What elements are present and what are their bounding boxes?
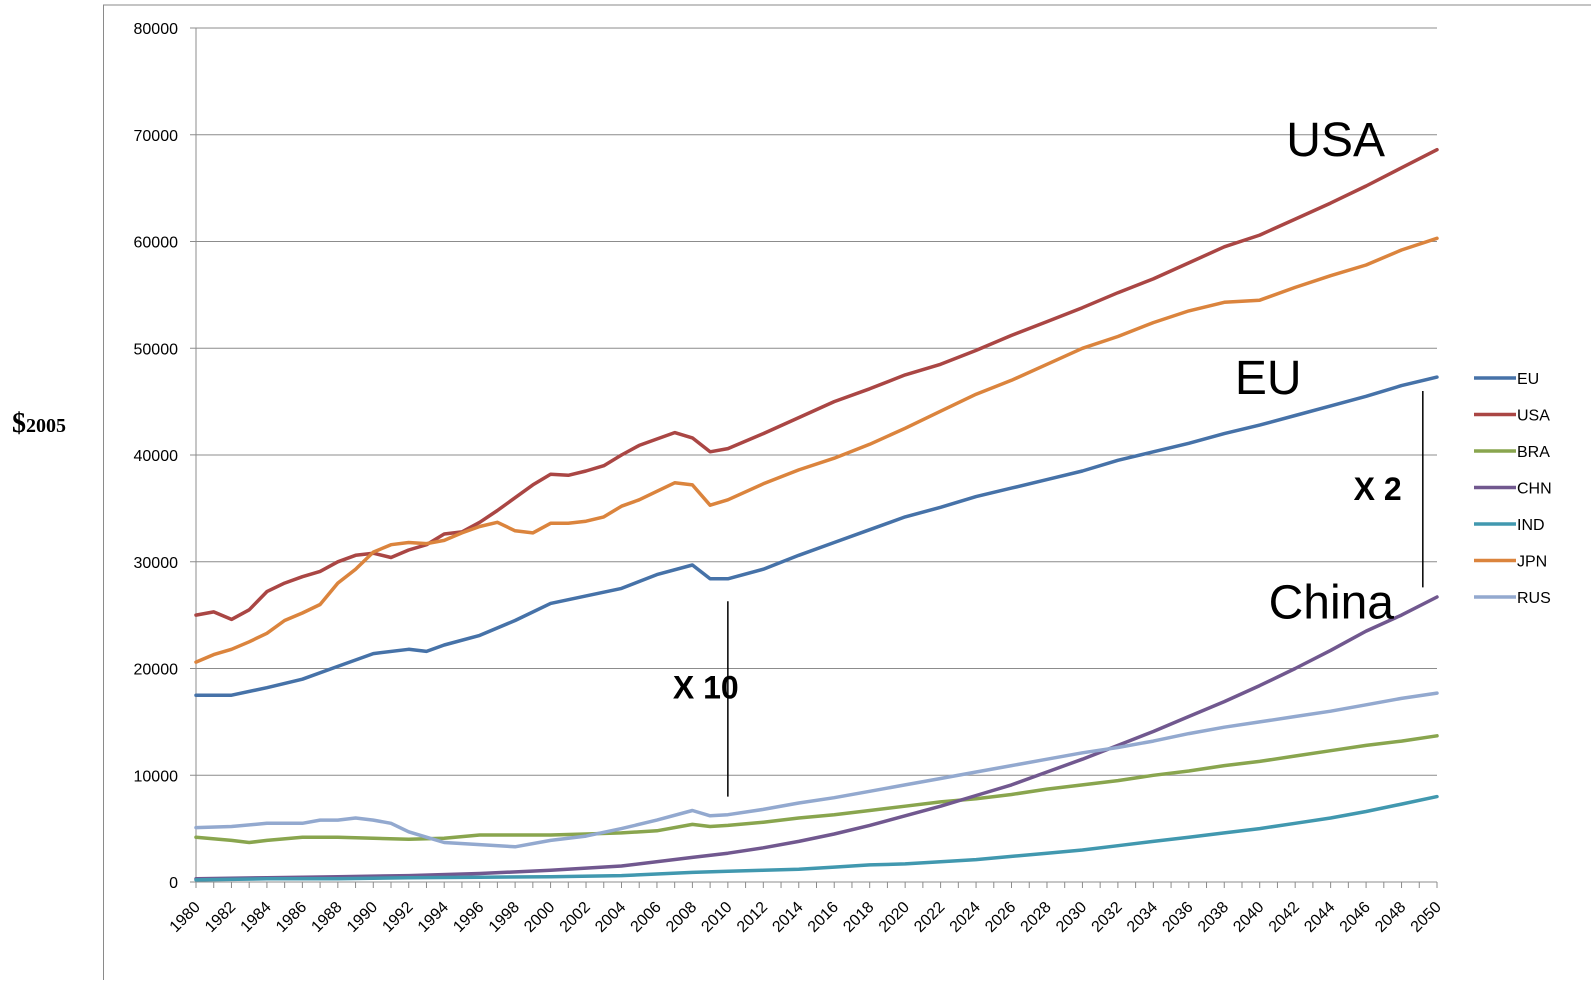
x-tick-label: 2024 <box>947 899 984 936</box>
x-tick-label: 2020 <box>876 899 913 936</box>
x-tick-label: 2008 <box>663 899 700 936</box>
x-tick-label: 1998 <box>486 899 523 936</box>
x-tick-label: 2032 <box>1089 899 1126 936</box>
x-tick-labels: 1980198219841986198819901992199419961998… <box>167 899 1445 936</box>
x-tick-label: 2010 <box>698 899 735 936</box>
x-tick-label: 1990 <box>344 899 381 936</box>
x-tick-label: 1984 <box>238 899 275 936</box>
x-tick-label: 2022 <box>911 899 948 936</box>
y-axis-label-year: 2005 <box>26 415 66 437</box>
series-line-ind <box>194 794 1439 882</box>
annotation-x-10: X 10 <box>673 669 739 705</box>
x-tick-label: 2038 <box>1195 899 1232 936</box>
annotation-usa: USA <box>1286 114 1385 167</box>
legend-label-usa: USA <box>1517 408 1550 425</box>
y-axis-label: $2005 <box>12 408 66 440</box>
reference-lines <box>727 390 1424 797</box>
series-line-rus <box>194 691 1439 849</box>
x-tick-label: 1980 <box>167 899 204 936</box>
annotation-eu: EU <box>1235 352 1302 405</box>
annotations: USA EU China X 10 X 2 <box>673 114 1402 705</box>
x-tick-label: 2000 <box>521 899 558 936</box>
legend-label-jpn: JPN <box>1517 554 1547 571</box>
gridlines <box>196 27 1437 776</box>
x-tick-label: 2002 <box>557 899 594 936</box>
series-line-usa <box>194 147 1439 622</box>
series-line-chn <box>194 595 1439 881</box>
x-tick-label: 2018 <box>840 899 877 936</box>
x-tick-label: 2044 <box>1301 899 1338 936</box>
y-tick-label: 50000 <box>134 341 179 358</box>
x-tick-label: 1988 <box>308 899 345 936</box>
legend-label-chn: CHN <box>1517 481 1552 498</box>
x-tick-label: 2036 <box>1159 899 1196 936</box>
axes <box>190 27 1438 888</box>
x-tick-label: 1994 <box>415 899 452 936</box>
series-line-eu <box>194 375 1439 697</box>
legend: EU USA BRA CHN IND JPN RUS <box>1474 371 1552 607</box>
x-tick-label: 2014 <box>769 899 806 936</box>
y-tick-label: 10000 <box>134 768 179 785</box>
x-tick-label: 2050 <box>1408 899 1445 936</box>
x-tick-label: 1996 <box>450 899 487 936</box>
y-tick-label: 30000 <box>134 555 179 572</box>
y-tick-label: 40000 <box>134 448 179 465</box>
x-tick-label: 2040 <box>1230 899 1267 936</box>
x-tick-label: 2028 <box>1018 899 1055 936</box>
y-tick-label: 60000 <box>134 235 179 252</box>
legend-label-bra: BRA <box>1517 444 1550 461</box>
y-axis-label-currency: $ <box>12 408 26 439</box>
legend-label-rus: RUS <box>1517 590 1551 607</box>
y-tick-label: 20000 <box>134 662 179 679</box>
y-tick-label: 80000 <box>134 21 179 38</box>
series-line-bra <box>194 734 1439 845</box>
x-tick-label: 1986 <box>273 899 310 936</box>
annotation-x-2: X 2 <box>1354 471 1402 507</box>
legend-label-eu: EU <box>1517 371 1539 388</box>
x-tick-label: 2006 <box>628 899 665 936</box>
x-tick-label: 2026 <box>982 899 1019 936</box>
series-line-jpn <box>194 236 1439 664</box>
x-tick-label: 1992 <box>379 899 416 936</box>
legend-label-ind: IND <box>1517 517 1545 534</box>
y-tick-labels: 0 10000 20000 30000 40000 50000 60000 70000 8000… <box>134 21 179 892</box>
annotation-china: China <box>1269 576 1395 629</box>
x-tick-label: 2046 <box>1337 899 1374 936</box>
x-tick-label: 2048 <box>1372 899 1409 936</box>
x-tick-label: 2042 <box>1266 899 1303 936</box>
y-tick-label: 0 <box>169 875 178 892</box>
x-tick-label: 2016 <box>805 899 842 936</box>
series-lines <box>194 147 1439 882</box>
x-tick-label: 2030 <box>1053 899 1090 936</box>
x-tick-label: 1982 <box>202 899 239 936</box>
y-tick-label: 70000 <box>134 128 179 145</box>
x-tick-label: 2004 <box>592 899 629 936</box>
x-tick-label: 2034 <box>1124 899 1161 936</box>
x-tick-label: 2012 <box>734 899 771 936</box>
